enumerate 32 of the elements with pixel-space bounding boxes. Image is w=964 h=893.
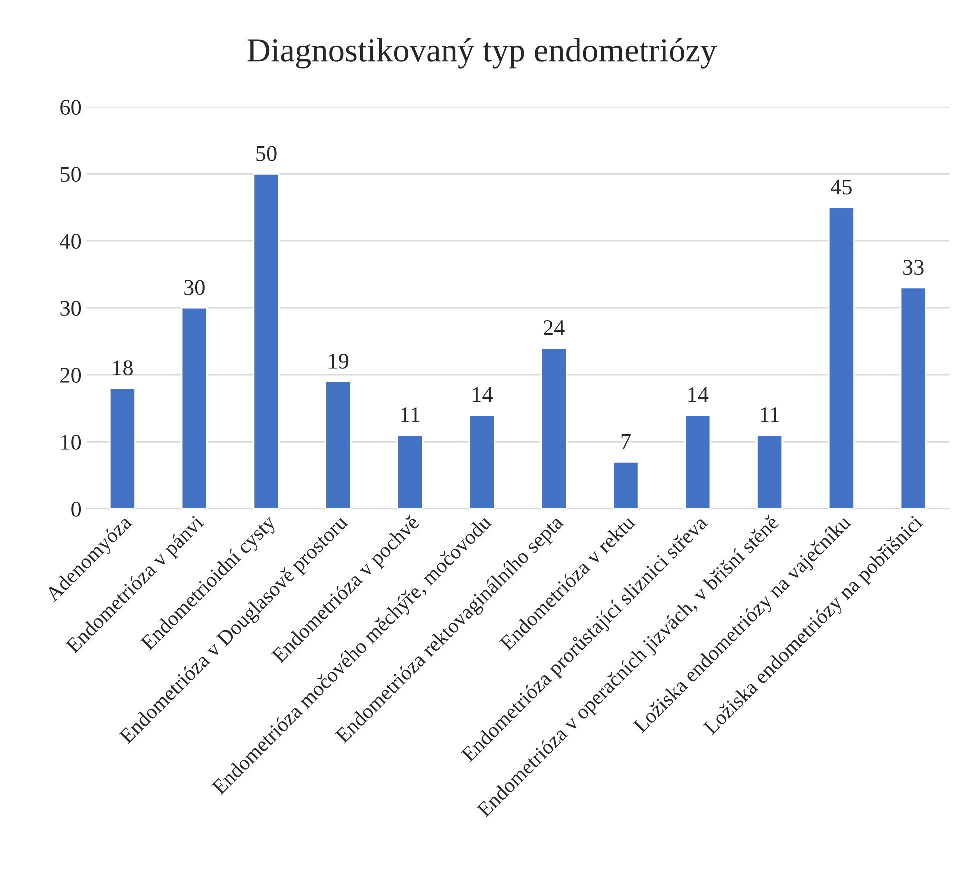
data-label: 7 <box>622 434 631 450</box>
bar <box>109 388 136 510</box>
data-label: 11 <box>761 408 780 422</box>
data-label: 45 <box>831 180 852 195</box>
y-tick-label: 20 <box>60 368 82 383</box>
data-label: 19 <box>329 354 349 369</box>
bar <box>253 173 280 510</box>
y-tick-label: 40 <box>60 234 82 250</box>
data-label: 18 <box>114 360 133 376</box>
data-label: 11 <box>402 408 420 422</box>
bar <box>325 381 352 510</box>
data-label: 33 <box>904 260 924 276</box>
bar <box>828 206 855 510</box>
data-label: 50 <box>256 146 277 162</box>
chart-title: Diagnostikovaný typ endometriózy <box>248 38 718 69</box>
bar <box>181 307 208 510</box>
bar <box>397 434 424 510</box>
data-label: 14 <box>688 388 709 402</box>
bar <box>540 348 568 510</box>
data-label: 24 <box>544 320 565 336</box>
y-tick-label: 0 <box>72 502 82 517</box>
bar <box>684 414 712 510</box>
data-label: 30 <box>184 280 205 296</box>
y-tick-label: 50 <box>60 167 82 182</box>
y-tick-label: 30 <box>60 301 82 316</box>
bar <box>468 414 496 510</box>
y-tick-label: 60 <box>60 100 82 116</box>
bar <box>900 287 927 510</box>
bar <box>612 461 640 510</box>
data-label: 14 <box>473 388 493 402</box>
bar <box>756 434 784 510</box>
y-tick-label: 10 <box>62 434 82 450</box>
